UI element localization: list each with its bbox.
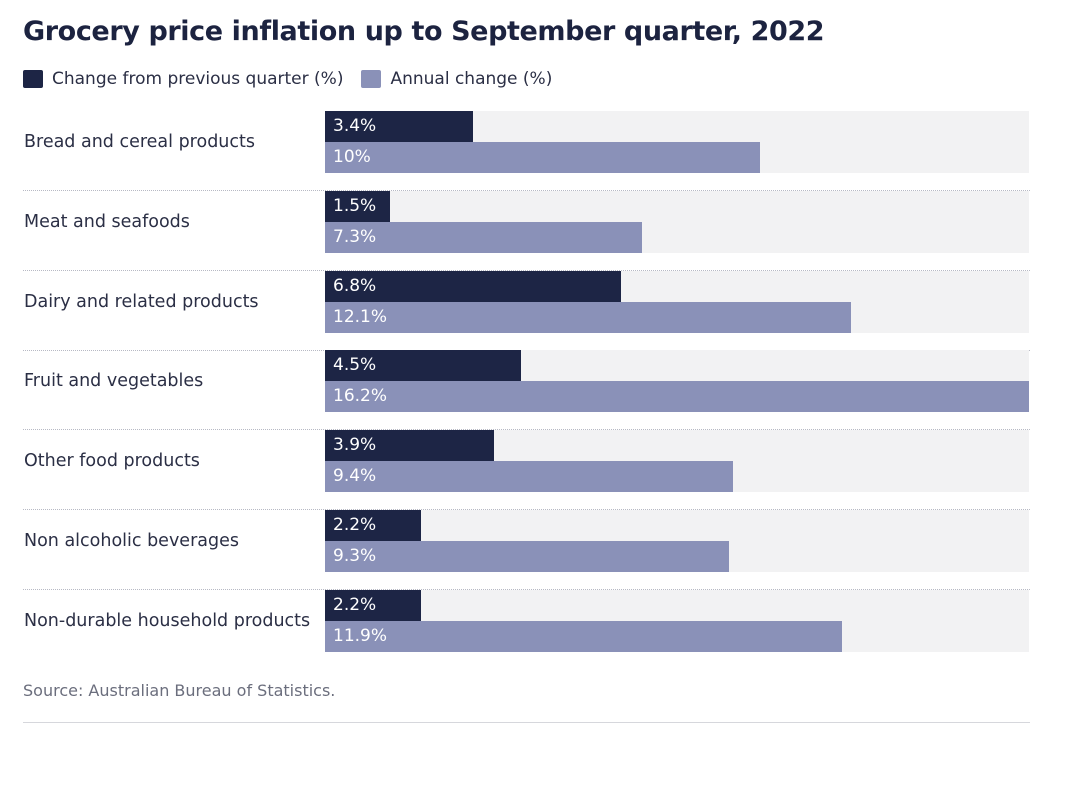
bar-track: 2.2% 11.9%: [325, 589, 1029, 652]
source-note: Source: Australian Bureau of Statistics.: [23, 681, 336, 700]
chart-row-other-food-products: Other food products 3.9% 9.4%: [23, 430, 1030, 511]
bar-value-label: 3.4%: [333, 116, 377, 136]
legend-label-quarter: Change from previous quarter (%): [52, 69, 344, 89]
bar-track: 3.4% 10%: [325, 111, 1029, 173]
bar-track: 2.2% 9.3%: [325, 510, 1029, 572]
chart-row-meat-and-seafoods: Meat and seafoods 1.5% 7.3%: [23, 190, 1030, 271]
bar-quarterly-fruit-and-vegetables: 4.5%: [325, 350, 521, 382]
legend-item-annual: Annual change (%): [361, 69, 552, 89]
bar-value-label: 9.3%: [333, 546, 377, 566]
bar-annual-bread-and-cereal-products: 10%: [325, 142, 760, 173]
legend-swatch-annual: [361, 70, 382, 88]
bar-annual-fruit-and-vegetables: 16.2%: [325, 381, 1029, 413]
bar-track: 3.9% 9.4%: [325, 430, 1029, 493]
bar-quarterly-bread-and-cereal-products: 3.4%: [325, 111, 473, 142]
bar-value-label: 6.8%: [333, 275, 377, 296]
bar-value-label: 1.5%: [333, 195, 377, 216]
row-divider: [23, 349, 1030, 351]
bar-value-label: 12.1%: [333, 306, 388, 327]
chart-title: Grocery price inflation up to September …: [23, 16, 825, 47]
bar-annual-meat-and-seafoods: 7.3%: [325, 221, 642, 253]
bar-value-label: 2.2%: [333, 515, 377, 535]
bar-value-label: 10%: [333, 147, 371, 167]
row-divider: [23, 190, 1030, 191]
chart-row-non-durable-household-products: Non-durable household products 2.2% 11.9%: [23, 589, 1030, 670]
category-label: Bread and cereal products: [24, 132, 256, 152]
row-divider: [23, 509, 1030, 511]
bar-annual-non-alcoholic-beverages: 9.3%: [325, 541, 729, 572]
row-divider: [23, 589, 1030, 590]
legend-label-annual: Annual change (%): [390, 69, 553, 89]
chart-row-bread-and-cereal-products: Bread and cereal products 3.4% 10%: [23, 111, 1030, 191]
bar-quarterly-non-alcoholic-beverages: 2.2%: [325, 510, 421, 541]
bar-quarterly-dairy-and-related-products: 6.8%: [325, 270, 621, 302]
bar-value-label: 7.3%: [333, 226, 377, 247]
row-divider: [23, 269, 1030, 271]
bar-annual-dairy-and-related-products: 12.1%: [325, 301, 851, 333]
category-label: Other food products: [24, 451, 200, 472]
category-label: Fruit and vegetables: [24, 371, 204, 392]
bar-value-label: 3.9%: [333, 435, 377, 456]
category-label: Non alcoholic beverages: [24, 531, 239, 551]
bottom-divider: [23, 722, 1030, 723]
category-label: Meat and seafoods: [24, 211, 190, 232]
legend-item-quarter: Change from previous quarter (%): [23, 69, 343, 89]
legend-swatch-quarter: [23, 70, 43, 88]
chart-row-fruit-and-vegetables: Fruit and vegetables 4.5% 16.2%: [23, 350, 1030, 431]
bar-quarterly-meat-and-seafoods: 1.5%: [325, 190, 390, 222]
bar-annual-other-food-products: 9.4%: [325, 461, 733, 493]
bar-track: 6.8% 12.1%: [325, 270, 1029, 333]
bar-quarterly-other-food-products: 3.9%: [325, 430, 494, 462]
bar-track: 1.5% 7.3%: [325, 190, 1029, 253]
category-label: Non-durable household products: [24, 610, 311, 631]
bar-value-label: 4.5%: [333, 355, 377, 376]
chart-row-dairy-and-related-products: Dairy and related products 6.8% 12.1%: [23, 270, 1030, 351]
category-label: Dairy and related products: [24, 291, 259, 312]
bar-value-label: 11.9%: [333, 625, 388, 646]
chart-row-non-alcoholic-beverages: Non alcoholic beverages 2.2% 9.3%: [23, 510, 1030, 590]
bar-annual-non-durable-household-products: 11.9%: [325, 620, 842, 652]
legend: Change from previous quarter (%) Annual …: [23, 68, 570, 90]
bar-track: 4.5% 16.2%: [325, 350, 1029, 413]
bar-value-label: 16.2%: [333, 386, 388, 407]
row-divider: [23, 429, 1030, 431]
bar-value-label: 9.4%: [333, 466, 377, 487]
bar-quarterly-non-durable-household-products: 2.2%: [325, 589, 421, 621]
bar-value-label: 2.2%: [333, 594, 377, 615]
